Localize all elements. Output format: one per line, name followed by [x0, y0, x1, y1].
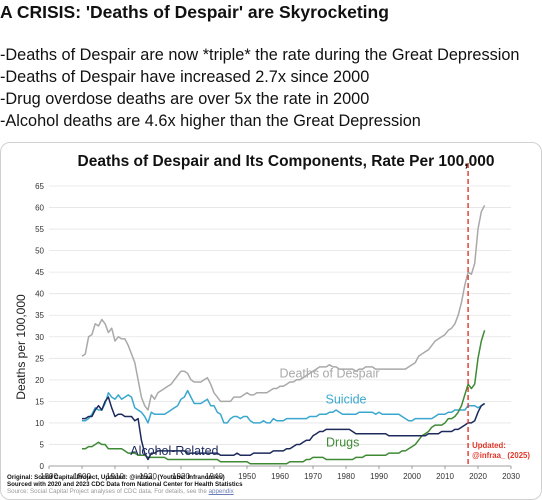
series-lines	[81, 205, 486, 465]
footer-original-credit: Original: Social Capital Project, Update…	[7, 474, 225, 481]
x-tick-label: 1960	[271, 472, 289, 481]
chart-image: Deaths of Despair and Its Components, Ra…	[0, 142, 542, 500]
x-tick-label: 2030	[502, 472, 520, 481]
x-tick-label: 1910	[106, 472, 124, 481]
footer-source: Sourced with 2020 and 2023 CDC Data from…	[7, 481, 243, 489]
update-annotation: Updated: @infraa_ (2025)	[467, 163, 530, 466]
x-tick-label: 1970	[304, 472, 322, 481]
x-axis-ticks: 1890 1900 1910 1920 1930 1940 1950 1960 1970 1980…	[40, 466, 520, 481]
y-tick-label: 10	[35, 419, 44, 428]
x-tick-label: 2010	[436, 472, 454, 481]
appendix-link[interactable]: appendix	[208, 488, 234, 496]
x-tick-label: 1980	[337, 472, 355, 481]
y-tick-label: 15	[35, 397, 44, 406]
series-label-alcohol-related: Alcohol-Related	[130, 444, 218, 458]
line-chart: Deaths of Despair and Its Components, Ra…	[14, 153, 530, 481]
x-tick-label: 1900	[73, 472, 91, 481]
y-tick-label: 60	[35, 204, 44, 213]
y-tick-label: 25	[35, 354, 44, 363]
chart-title: Deaths of Despair and Its Components, Ra…	[78, 153, 495, 170]
y-tick-label: 50	[35, 247, 44, 256]
y-tick-label: 5	[40, 440, 45, 449]
y-tick-label: 35	[35, 311, 44, 320]
series-label-deaths-of-despair: Deaths of Despair	[279, 367, 379, 381]
x-tick-label: 1940	[205, 472, 223, 481]
x-tick-label: 1990	[370, 472, 388, 481]
update-marker-label: Updated: @infraa_ (2025)	[472, 441, 530, 460]
footer-note-text: Source: Social Capital Project analyses …	[7, 488, 207, 496]
y-tick-label: 20	[35, 376, 44, 385]
grid-lines	[49, 185, 511, 467]
x-tick-label: 1950	[238, 472, 256, 481]
y-tick-label: 55	[35, 225, 44, 234]
post-bullet-3: -Drug overdose deaths are over 5x the ra…	[0, 90, 370, 108]
series-labels: Deaths of Despair Suicide Alcohol-Related D…	[130, 367, 379, 459]
series-line-alcohol-related	[82, 396, 486, 461]
y-tick-label: 40	[35, 290, 44, 299]
x-tick-label: 1890	[40, 472, 58, 481]
post-bullet-list: -Deaths of Despair are now *triple* the …	[0, 44, 519, 132]
post-title: A CRISIS: 'Deaths of Despair' are Skyroc…	[0, 2, 389, 22]
x-tick-label: 1920	[139, 472, 157, 481]
x-tick-label: 2000	[403, 472, 421, 481]
y-axis-label: Deaths per 100,000	[14, 294, 28, 400]
post-bullet-2: -Deaths of Despair have increased 2.7x s…	[0, 68, 370, 86]
post-bullet-4: -Alcohol deaths are 4.6x higher than the…	[0, 112, 421, 130]
x-tick-label: 1930	[172, 472, 190, 481]
series-line-suicide	[82, 389, 486, 424]
x-tick-label: 2020	[469, 472, 487, 481]
chart-footer: Original: Social Capital Project, Update…	[7, 474, 243, 496]
footer-note: Source: Social Capital Project analyses …	[7, 488, 243, 495]
y-tick-label: 30	[35, 333, 44, 342]
y-tick-label: 65	[35, 182, 44, 191]
post-bullet-1: -Deaths of Despair are now *triple* the …	[0, 46, 520, 64]
series-label-suicide: Suicide	[326, 393, 367, 407]
series-label-drugs: Drugs	[326, 436, 359, 450]
y-axis-ticks: 0 5 10 15 20 25 30 35 40 45 50 55 60 65	[35, 182, 44, 471]
y-tick-label: 45	[35, 268, 44, 277]
y-tick-label: 0	[40, 462, 45, 471]
series-line-deaths-of-despair	[81, 205, 486, 411]
